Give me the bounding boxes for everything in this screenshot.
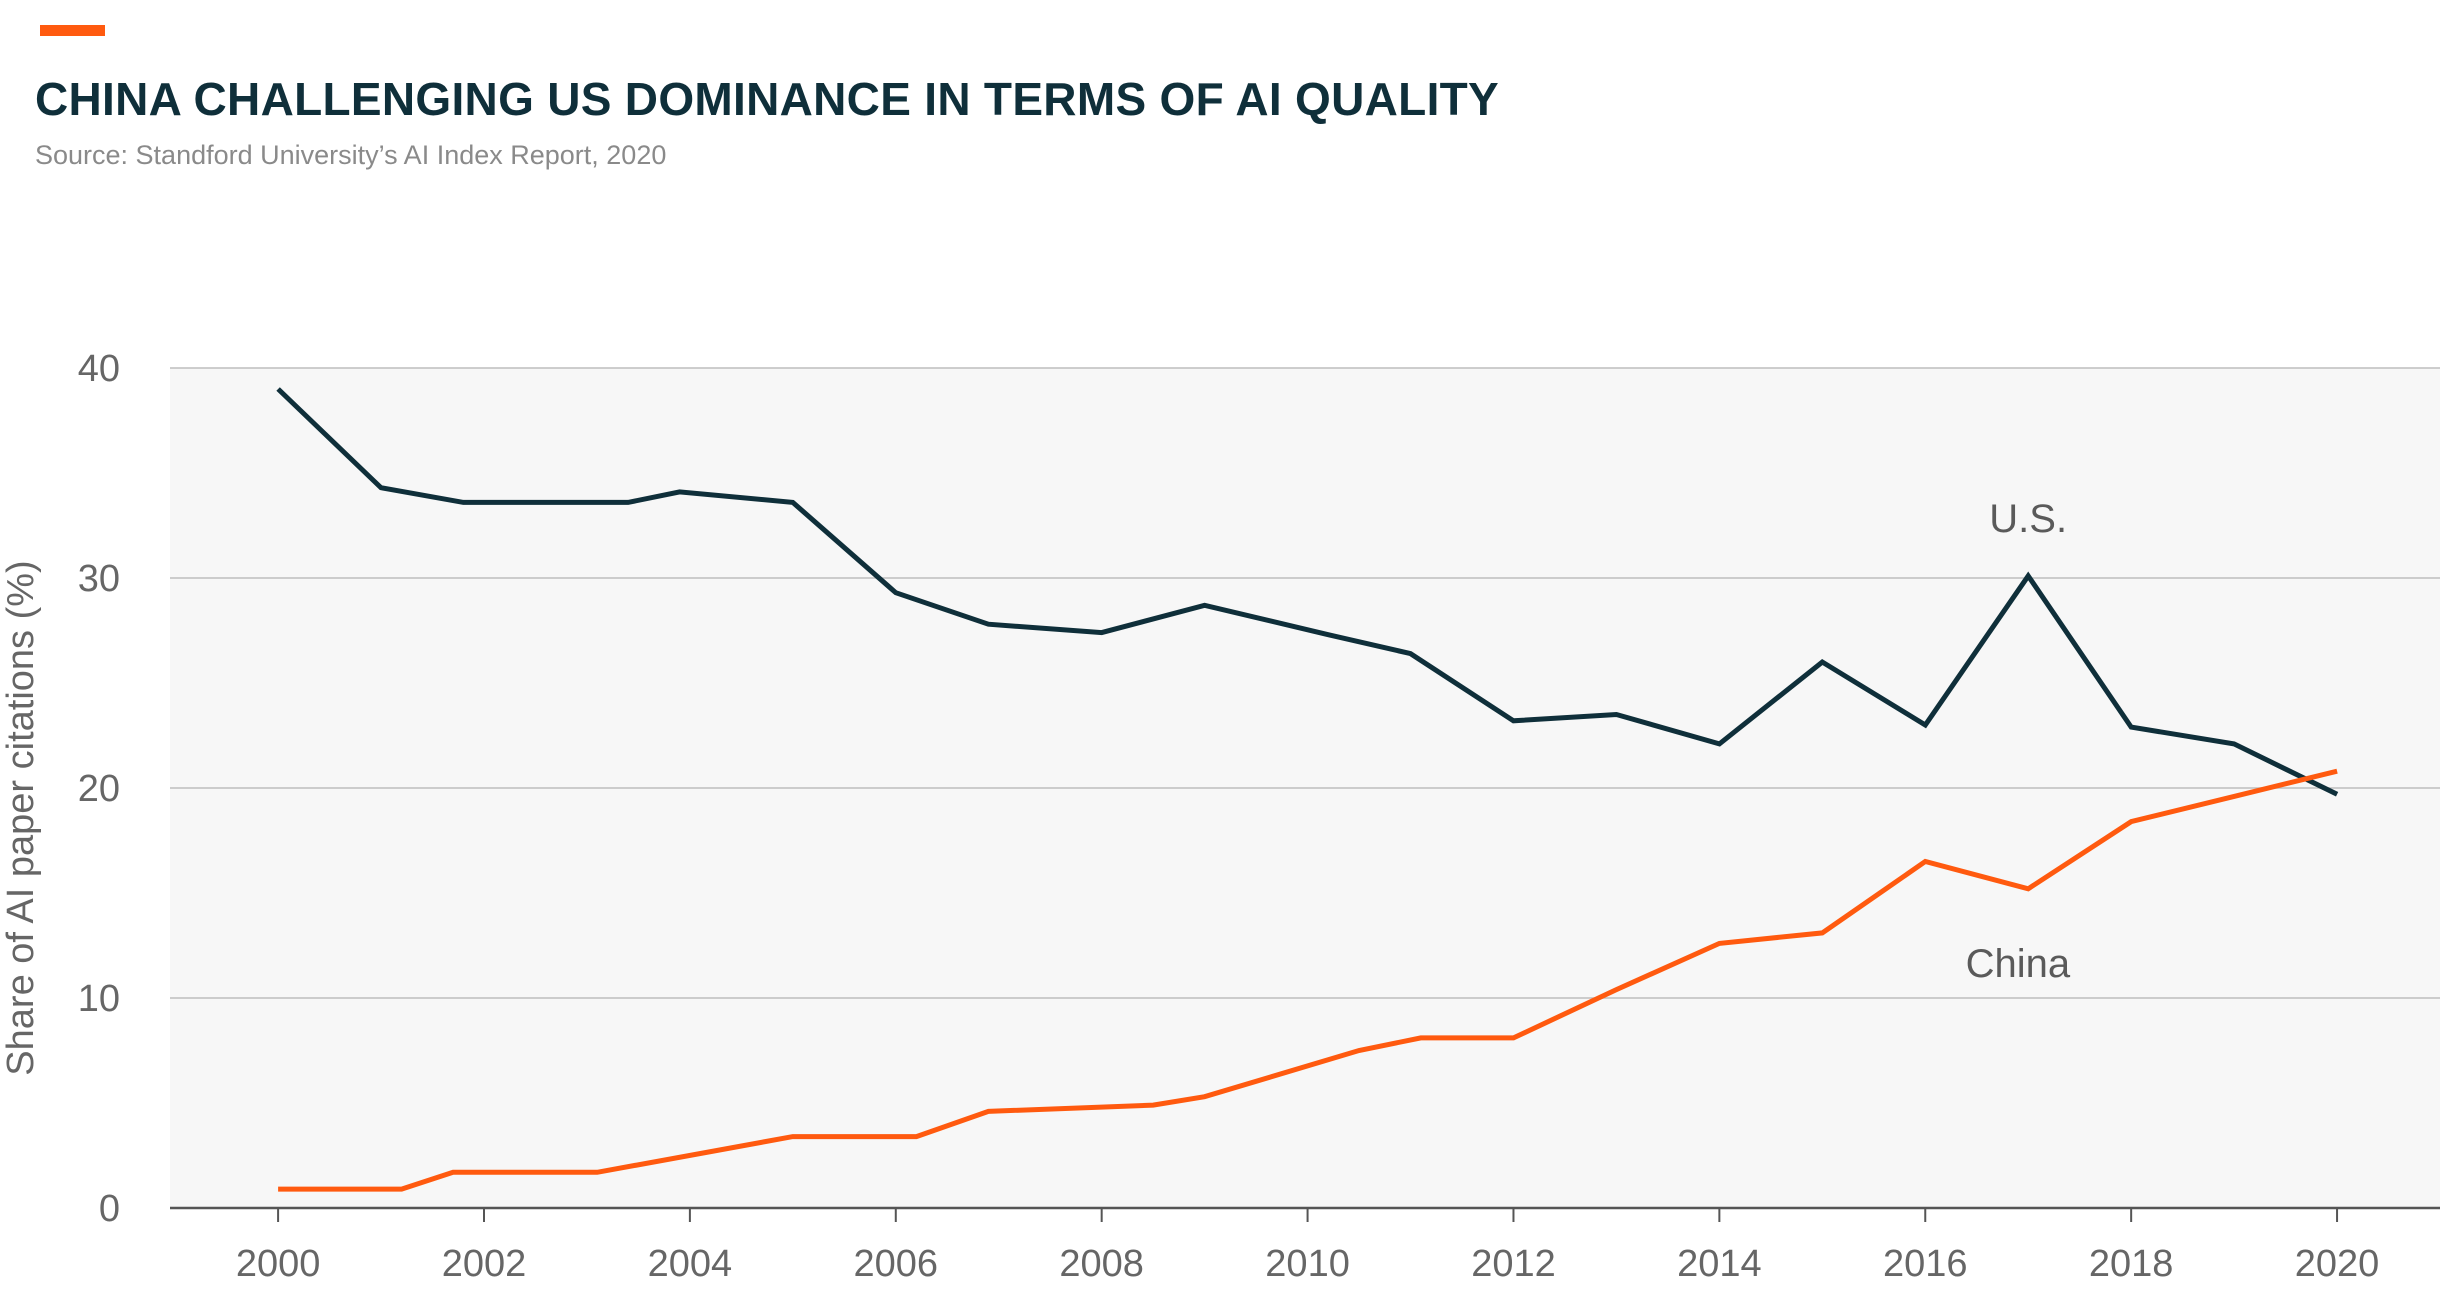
chart-title: CHINA CHALLENGING US DOMINANCE IN TERMS … xyxy=(35,73,1500,125)
x-tick-label: 2006 xyxy=(854,1243,939,1285)
y-tick-label: 0 xyxy=(99,1188,120,1230)
series-line-china xyxy=(278,768,2338,1192)
y-tick-label: 10 xyxy=(78,978,120,1020)
x-tick-label: 2014 xyxy=(1677,1243,1762,1285)
series-label-u-s: U.S. xyxy=(1989,497,2067,541)
x-tick-label: 2016 xyxy=(1883,1243,1968,1285)
accent-bar xyxy=(40,25,105,36)
x-tick-label: 2004 xyxy=(648,1243,733,1285)
x-tick-label: 2018 xyxy=(2089,1243,2174,1285)
y-tick-label: 20 xyxy=(78,768,120,810)
x-tick-label: 2010 xyxy=(1265,1243,1350,1285)
x-tick-label: 2000 xyxy=(236,1243,321,1285)
x-tick-label: 2008 xyxy=(1059,1243,1144,1285)
x-tick-label: 2020 xyxy=(2295,1243,2380,1285)
y-axis-title: Share of AI paper citations (%) xyxy=(0,560,42,1075)
x-tick-label: 2012 xyxy=(1471,1243,1556,1285)
y-tick-label: 40 xyxy=(78,348,120,390)
chart-source: Source: Standford University’s AI Index … xyxy=(35,140,667,170)
x-tick-label: 2002 xyxy=(442,1243,527,1285)
series-line-u-s xyxy=(276,387,2339,797)
y-tick-label: 30 xyxy=(78,558,120,600)
series-label-china: China xyxy=(1966,942,2071,986)
